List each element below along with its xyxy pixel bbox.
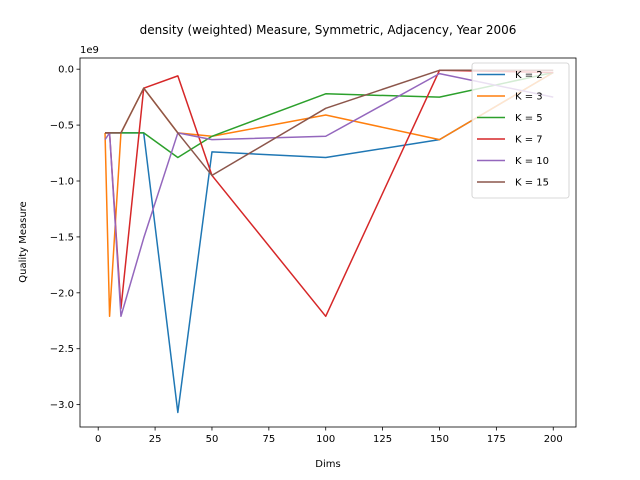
x-tick-label: 150	[430, 434, 449, 445]
chart-title: density (weighted) Measure, Symmetric, A…	[140, 23, 517, 37]
y-tick-label: 0.0	[58, 65, 74, 76]
y-tick-label: −2.5	[50, 344, 74, 355]
legend-label-6: K = 15	[515, 178, 549, 189]
x-tick-label: 100	[316, 434, 335, 445]
legend-label-5: K = 10	[515, 156, 549, 167]
x-tick-label: 50	[206, 434, 219, 445]
y-axis-title: Quality Measure	[18, 201, 29, 282]
y-tick-label: −1.0	[50, 177, 74, 188]
y-tick-label: −3.0	[50, 400, 74, 411]
y-tick-label: −2.0	[50, 288, 74, 299]
legend-label-4: K = 7	[515, 135, 543, 146]
axes-frame	[79, 57, 577, 428]
legend-label-3: K = 5	[515, 113, 543, 124]
y-tick-label: −1.5	[50, 232, 74, 243]
plot-area: 0 25 50 75 100 125 150 175 200 0.0 −0.5 −1.0 −1.5 −2.…	[50, 57, 577, 445]
y-offset-label: 1e9	[80, 45, 99, 56]
y-tick-label: −0.5	[50, 121, 74, 132]
x-tick-label: 75	[262, 434, 275, 445]
series-line-6	[105, 69, 554, 177]
x-tick-label: 200	[544, 434, 563, 445]
legend-label-1: K = 2	[515, 70, 543, 81]
x-tick-label: 125	[373, 434, 392, 445]
x-tick-label: 25	[149, 434, 162, 445]
x-tick-label: 175	[487, 434, 506, 445]
legend-label-2: K = 3	[515, 92, 543, 103]
x-tick-label: 0	[95, 434, 101, 445]
x-axis-title: Dims	[315, 459, 340, 470]
